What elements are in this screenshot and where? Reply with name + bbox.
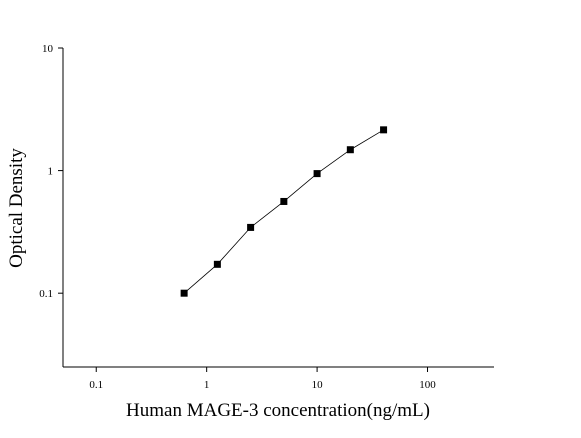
y-tick-label: 1 [48,166,54,178]
fit-line [183,129,384,294]
y-axis-label: Optical Density [6,148,27,268]
data-point [213,260,221,268]
x-tick-label: 10 [312,379,324,391]
data-point [346,146,354,154]
y-tick-label: 10 [42,43,54,55]
data-point [247,223,255,231]
y-tick-label: 0.1 [39,288,53,300]
data-point [280,197,288,205]
x-tick-label: 1 [204,379,210,391]
data-point [380,126,388,134]
data-point [313,170,321,178]
x-axis-label: Human MAGE-3 concentration(ng/mL) [126,400,430,421]
data-point [180,289,188,297]
x-tick-label: 100 [419,379,436,391]
x-tick-label: 0.1 [89,379,103,391]
